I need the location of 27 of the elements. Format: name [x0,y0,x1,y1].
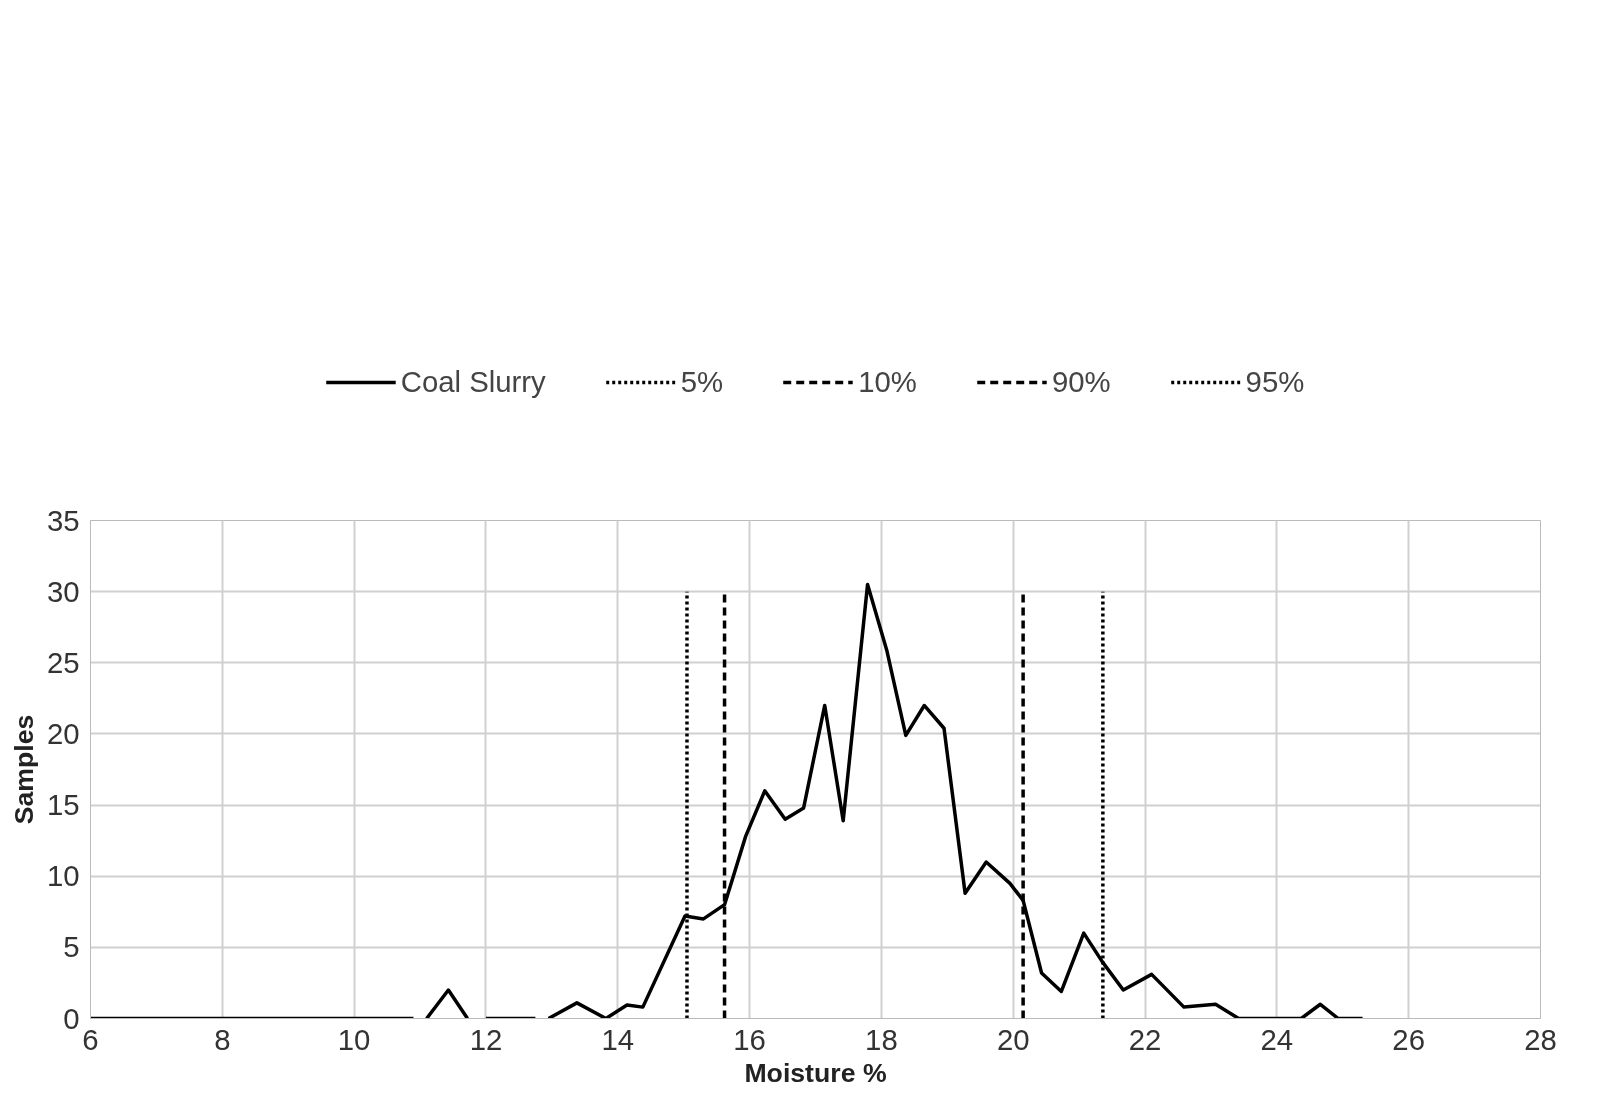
legend-label: 5% [680,364,724,399]
x-axis-title: Moisture % [744,1057,887,1088]
legend-label: Coal Slurry [400,364,546,399]
y-axis-title: Samples [8,714,39,825]
y-tick-label: 5 [63,930,80,964]
legend-label: 90% [1051,364,1111,399]
y-tick-label: 15 [46,788,80,822]
x-tick-label: 28 [1524,1022,1557,1056]
x-tick-label: 22 [1128,1022,1162,1056]
x-tick-label: 14 [601,1022,635,1056]
x-tick-label: 16 [733,1022,766,1056]
y-tick-label: 25 [46,645,80,679]
x-tick-label: 18 [865,1022,898,1056]
y-tick-label: 10 [46,859,80,893]
x-tick-label: 26 [1392,1022,1425,1056]
x-tick-label: 6 [82,1022,99,1056]
legend-label: 10% [858,364,917,399]
x-tick-label: 10 [337,1022,371,1056]
y-tick-label: 20 [46,716,80,750]
legend-label: 95% [1245,364,1305,399]
y-tick-label: 35 [46,503,80,537]
x-tick-label: 8 [214,1022,231,1056]
x-tick-label: 20 [996,1022,1030,1056]
y-tick-label: 0 [63,1001,80,1035]
x-tick-label: 24 [1260,1022,1294,1056]
x-tick-label: 12 [469,1022,503,1056]
y-tick-label: 30 [46,574,80,608]
